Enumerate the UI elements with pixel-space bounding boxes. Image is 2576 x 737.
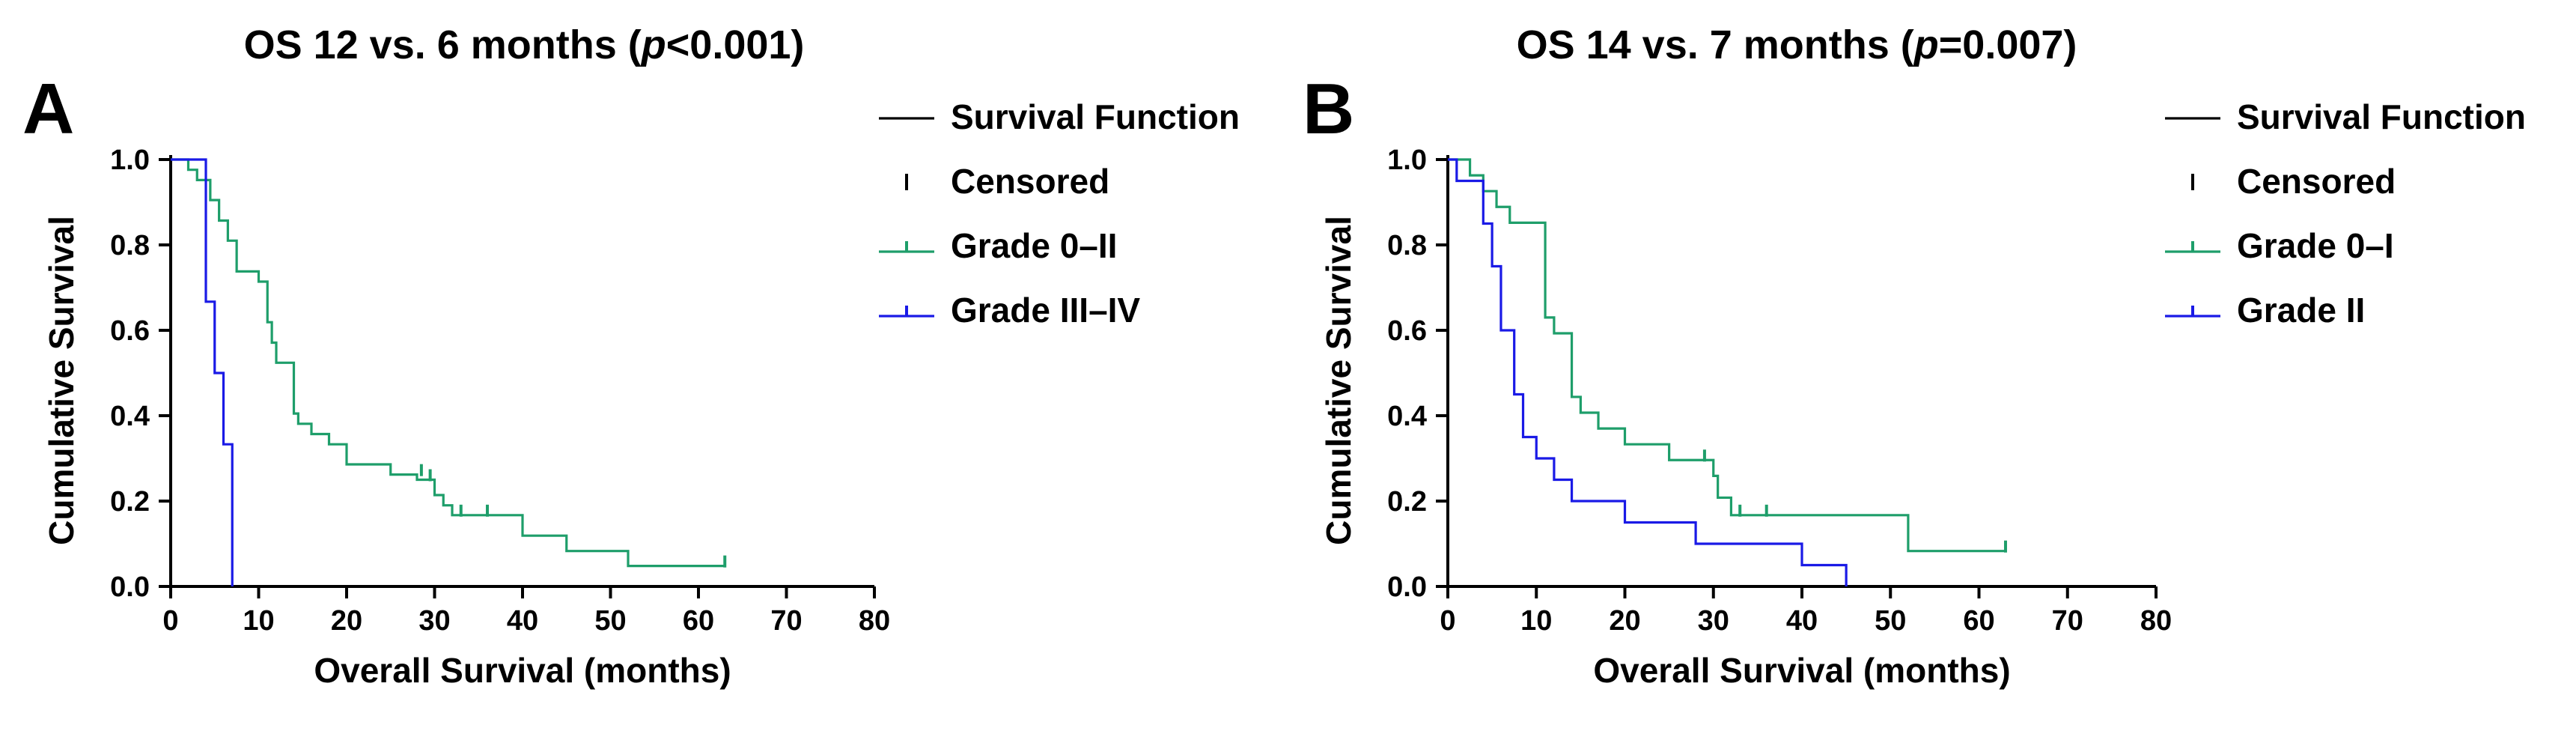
y-tick-label: 0.4 <box>1387 401 1427 432</box>
title-part: OS 14 vs. 7 months ( <box>1517 22 1914 67</box>
title-p-italic: p <box>1913 22 1939 67</box>
chart-title: OS 12 vs. 6 months (p<0.001) <box>244 22 805 67</box>
y-axis-title: Cumulative Survival <box>1319 216 1358 545</box>
x-tick-label: 40 <box>507 605 538 637</box>
panel-letter: B <box>1303 69 1354 149</box>
panel-letter: A <box>22 69 74 149</box>
legend-label: Grade II <box>2237 291 2365 330</box>
survival-curve-blue <box>171 158 234 586</box>
x-tick-label: 20 <box>1609 605 1640 637</box>
legend-label: Grade III–IV <box>951 291 1140 330</box>
x-tick-label: 70 <box>2052 605 2083 637</box>
x-tick-label: 20 <box>331 605 362 637</box>
survival-curve-green <box>171 158 725 568</box>
x-axis-title: Overall Survival (months) <box>1593 651 2010 690</box>
chart-title: OS 14 vs. 7 months (p=0.007) <box>1517 22 2077 67</box>
legend-label: Censored <box>951 162 1109 201</box>
x-tick-label: 60 <box>683 605 714 637</box>
title-p-italic: p <box>640 22 666 67</box>
x-tick-label: 0 <box>162 605 178 637</box>
legend-label: Censored <box>2237 162 2396 201</box>
survival-curve-blue <box>1448 158 1848 586</box>
title-part: <0.001) <box>666 22 805 67</box>
x-tick-label: 10 <box>243 605 274 637</box>
y-axis-title: Cumulative Survival <box>42 216 81 545</box>
x-tick-label: 50 <box>594 605 626 637</box>
x-tick-label: 80 <box>859 605 890 637</box>
x-tick-label: 10 <box>1520 605 1552 637</box>
y-tick-label: 0.0 <box>110 571 150 603</box>
panel-b: OS 14 vs. 7 months (p=0.007) B 0 10 20 30 40 50… <box>1303 22 2526 690</box>
legend-label: Survival Function <box>2237 97 2526 136</box>
x-tick-label: 40 <box>1786 605 1818 637</box>
legend-label: Survival Function <box>951 97 1240 136</box>
x-tick-label: 80 <box>2140 605 2172 637</box>
x-tick-label: 60 <box>1963 605 1994 637</box>
y-tick-label: 1.0 <box>110 145 150 176</box>
survival-curve-green <box>1448 158 2006 553</box>
legend-label: Grade 0–II <box>951 226 1117 265</box>
x-axis-title: Overall Survival (months) <box>314 651 731 690</box>
x-tick-label: 30 <box>1698 605 1729 637</box>
y-tick-label: 0.2 <box>110 486 150 518</box>
y-tick-label: 0.4 <box>110 401 150 432</box>
y-tick-label: 0.6 <box>1387 315 1427 347</box>
y-tick-label: 0.8 <box>1387 230 1427 261</box>
y-tick-label: 1.0 <box>1387 145 1427 176</box>
x-tick-label: 50 <box>1875 605 1906 637</box>
y-tick-label: 0.0 <box>1387 571 1427 603</box>
x-tick-label: 0 <box>1440 605 1455 637</box>
title-part: =0.007) <box>1939 22 2077 67</box>
legend-label: Grade 0–I <box>2237 226 2394 265</box>
x-tick-label: 30 <box>418 605 450 637</box>
y-tick-label: 0.8 <box>110 230 150 261</box>
panel-a: OS 12 vs. 6 months (p<0.001) A 0 10 20 30 40 50… <box>22 22 1240 690</box>
y-tick-label: 0.2 <box>1387 486 1427 518</box>
x-tick-label: 70 <box>770 605 802 637</box>
title-part: OS 12 vs. 6 months ( <box>244 22 642 67</box>
y-tick-label: 0.6 <box>110 315 150 347</box>
